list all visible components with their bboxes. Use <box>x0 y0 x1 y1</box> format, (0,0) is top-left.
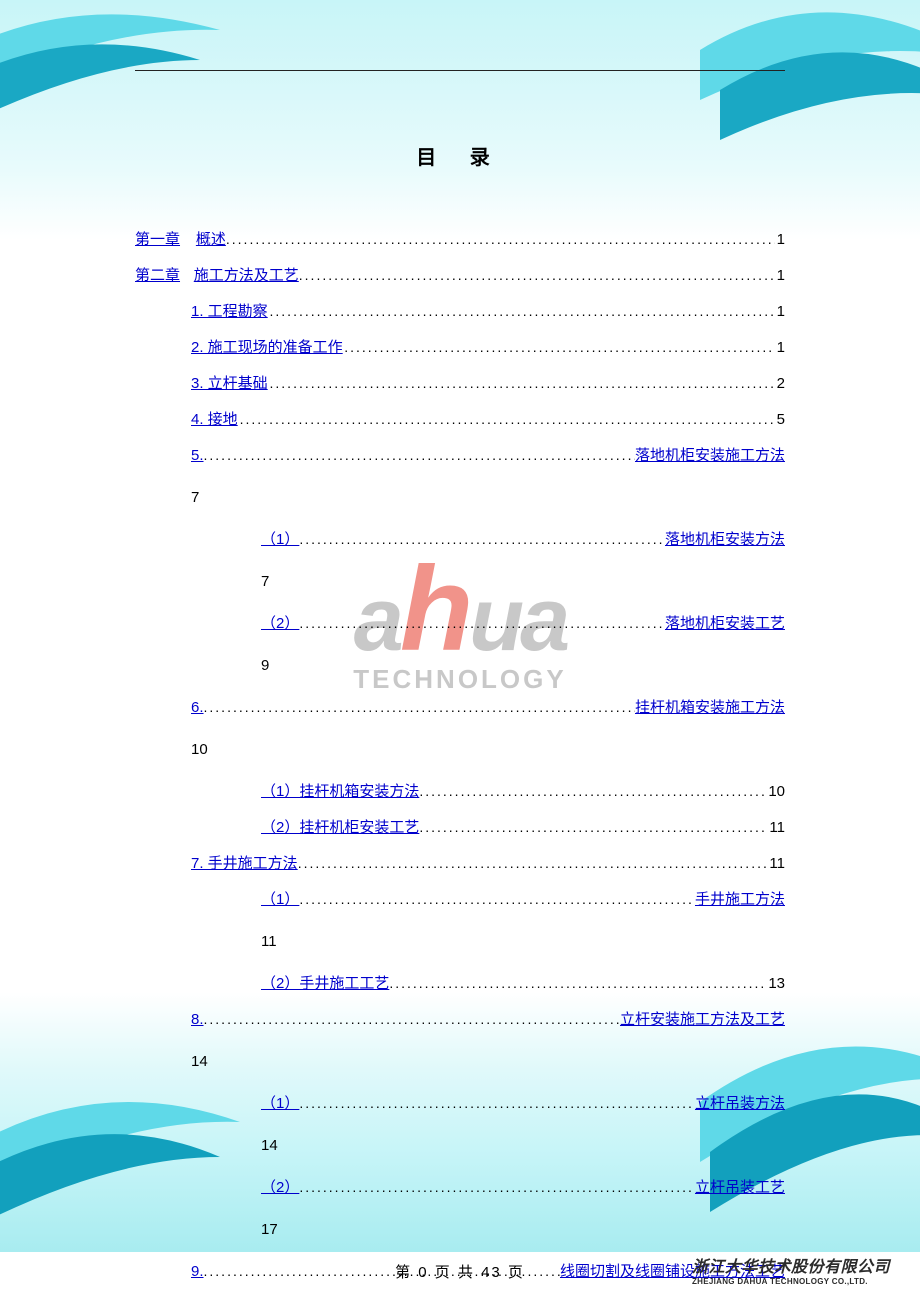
s6-label[interactable]: 6. <box>191 690 204 726</box>
page-footer: 第 0 页 共 43 页 浙江大华技术股份有限公司 ZHEJIANG DAHUA… <box>0 1261 920 1282</box>
ch2-label[interactable]: 第二章 <box>135 258 180 294</box>
dots <box>204 1003 620 1037</box>
s7-1-wrappage: 11 <box>135 918 785 966</box>
s5-1-wrappage: 7 <box>135 558 785 606</box>
ch1-page: 1 <box>775 222 785 258</box>
dots <box>240 403 775 437</box>
s8-label[interactable]: 8. <box>191 1002 204 1038</box>
dots <box>204 691 635 725</box>
dots <box>226 223 775 257</box>
toc-row-s7-1: （1） 手井施工方法 <box>135 882 785 918</box>
s8-1-label[interactable]: （1） <box>261 1086 299 1122</box>
dots <box>299 1087 695 1121</box>
dots <box>419 811 767 845</box>
toc-row-s3: 3. 立杆基础 2 <box>135 366 785 402</box>
dots <box>299 883 695 917</box>
s4-label[interactable]: 4. 接地 <box>191 402 238 438</box>
dots <box>299 523 665 557</box>
s5-1-tail[interactable]: 落地机柜安装方法 <box>665 522 785 558</box>
s7-page: 11 <box>767 846 785 882</box>
dots <box>344 331 774 365</box>
s5-1-label[interactable]: （1） <box>261 522 299 558</box>
toc-row-s5-1: （1） 落地机柜安装方法 <box>135 522 785 558</box>
ch1-label[interactable]: 第一章 <box>135 222 180 258</box>
dots <box>389 967 766 1001</box>
dots <box>204 439 635 473</box>
s6-1-page: 10 <box>766 774 785 810</box>
s7-label[interactable]: 7. 手井施工方法 <box>191 846 298 882</box>
toc-row-s7: 7. 手井施工方法 11 <box>135 846 785 882</box>
s7-2-label[interactable]: （2）手井施工工艺 <box>261 966 389 1002</box>
toc-row-s8: 8. 立杆安装施工方法及工艺 <box>135 1002 785 1038</box>
toc-row-s6-1: （1）挂杆机箱安装方法 10 <box>135 774 785 810</box>
s5-2-wrappage: 9 <box>135 642 785 690</box>
dots <box>298 847 768 881</box>
s5-wrappage: 7 <box>135 474 785 522</box>
toc-row-ch1: 第一章 概述 1 <box>135 222 785 258</box>
page-content: 目 录 第一章 概述 1 第二章 施工方法及工艺 1 1. 工程勘察 1 2. … <box>0 0 920 1290</box>
s7-1-tail[interactable]: 手井施工方法 <box>695 882 785 918</box>
s7-2-page: 13 <box>766 966 785 1002</box>
s4-page: 5 <box>775 402 785 438</box>
dots <box>299 1171 695 1205</box>
s8-2-label[interactable]: （2） <box>261 1170 299 1206</box>
s5-2-label[interactable]: （2） <box>261 606 299 642</box>
s6-wrappage: 10 <box>135 726 785 774</box>
s8-1-tail[interactable]: 立杆吊装方法 <box>695 1086 785 1122</box>
dots <box>299 607 665 641</box>
toc-row-ch2: 第二章 施工方法及工艺 1 <box>135 258 785 294</box>
dots <box>419 775 766 809</box>
ch2-page: 1 <box>775 258 785 294</box>
s6-2-label[interactable]: （2）挂杆机柜安装工艺 <box>261 810 419 846</box>
s1-page: 1 <box>775 294 785 330</box>
toc-row-s2: 2. 施工现场的准备工作 1 <box>135 330 785 366</box>
company-block: 浙江大华技术股份有限公司 ZHEJIANG DAHUA TECHNOLOGY C… <box>692 1253 890 1286</box>
dots <box>270 295 775 329</box>
toc-row-s6-2: （2）挂杆机柜安装工艺 11 <box>135 810 785 846</box>
s8-1-wrappage: 14 <box>135 1122 785 1170</box>
s7-1-label[interactable]: （1） <box>261 882 299 918</box>
ch1-text[interactable]: 概述 <box>196 222 226 258</box>
s6-1-label[interactable]: （1）挂杆机箱安装方法 <box>261 774 419 810</box>
company-name-en: ZHEJIANG DAHUA TECHNOLOGY CO.,LTD. <box>692 1277 890 1286</box>
toc-row-s8-1: （1） 立杆吊装方法 <box>135 1086 785 1122</box>
s5-label[interactable]: 5. <box>191 438 204 474</box>
toc-row-s1: 1. 工程勘察 1 <box>135 294 785 330</box>
s6-tail[interactable]: 挂杆机箱安装施工方法 <box>635 690 785 726</box>
toc-row-s7-2: （2）手井施工工艺 13 <box>135 966 785 1002</box>
s5-tail[interactable]: 落地机柜安装施工方法 <box>635 438 785 474</box>
toc-row-s6: 6. 挂杆机箱安装施工方法 <box>135 690 785 726</box>
toc-row-s5: 5. 落地机柜安装施工方法 <box>135 438 785 474</box>
dots <box>299 259 775 293</box>
s2-page: 1 <box>775 330 785 366</box>
company-name-cn: 浙江大华技术股份有限公司 <box>692 1253 890 1277</box>
toc-row-s8-2: （2） 立杆吊装工艺 <box>135 1170 785 1206</box>
s1-label[interactable]: 1. 工程勘察 <box>191 294 268 330</box>
top-divider <box>135 70 785 71</box>
s8-2-tail[interactable]: 立杆吊装工艺 <box>695 1170 785 1206</box>
toc-row-s4: 4. 接地 5 <box>135 402 785 438</box>
s3-page: 2 <box>775 366 785 402</box>
toc-row-s5-2: （2） 落地机柜安装工艺 <box>135 606 785 642</box>
s8-2-wrappage: 17 <box>135 1206 785 1254</box>
s8-wrappage: 14 <box>135 1038 785 1086</box>
s5-2-tail[interactable]: 落地机柜安装工艺 <box>665 606 785 642</box>
s6-2-page: 11 <box>767 810 785 846</box>
dots <box>270 367 775 401</box>
toc-title: 目 录 <box>135 141 785 170</box>
s2-label[interactable]: 2. 施工现场的准备工作 <box>191 330 343 366</box>
ch2-text[interactable]: 施工方法及工艺 <box>194 258 299 294</box>
s3-label[interactable]: 3. 立杆基础 <box>191 366 268 402</box>
s8-tail[interactable]: 立杆安装施工方法及工艺 <box>620 1002 785 1038</box>
